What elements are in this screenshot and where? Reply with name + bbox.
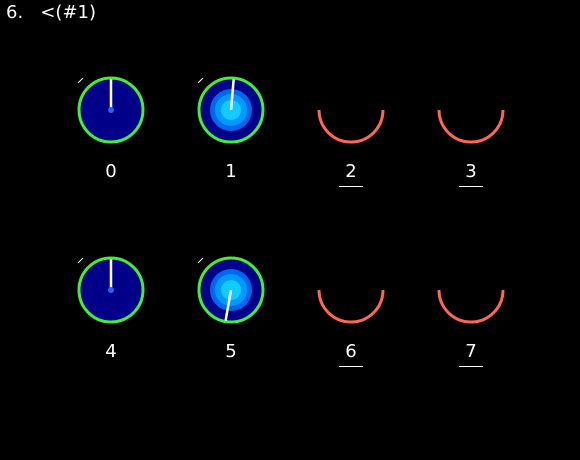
selection-underline: [339, 366, 363, 367]
slot-0[interactable]: 0: [51, 70, 171, 250]
slot-label: 5: [225, 341, 237, 362]
dial-gauge-glowing-icon: [197, 76, 265, 144]
cup-arc-icon: [437, 289, 505, 324]
tick-mark: [197, 257, 204, 264]
dial-gauge-glowing-icon: [197, 256, 265, 324]
slot-label: 7: [465, 341, 477, 362]
slot-label: 1: [225, 161, 237, 182]
slot-4[interactable]: 4: [51, 250, 171, 430]
slot-1[interactable]: 1: [171, 70, 291, 250]
slot-2[interactable]: 2: [291, 70, 411, 250]
slot-3[interactable]: 3: [411, 70, 531, 250]
slot-6[interactable]: 6: [291, 250, 411, 430]
cup-arc-icon: [437, 109, 505, 144]
tick-mark: [197, 77, 204, 84]
cup-arc: [317, 289, 385, 324]
slot-5[interactable]: 5: [171, 250, 291, 430]
page-title: 6. <(#1): [6, 2, 96, 23]
selection-underline: [459, 366, 483, 367]
dial-pointer: [224, 289, 233, 321]
dial-gauge-icon: [77, 256, 145, 324]
cup-arc: [317, 109, 385, 144]
slot-label: 0: [105, 161, 117, 182]
cup-arc: [437, 289, 505, 324]
cup-arc-icon: [317, 289, 385, 324]
selection-underline: [339, 186, 363, 187]
tick-mark: [77, 257, 84, 264]
selection-underline: [459, 186, 483, 187]
cup-arc: [437, 109, 505, 144]
dial-pointer: [229, 79, 235, 111]
dial-hub: [108, 107, 114, 113]
dial-hub: [108, 287, 114, 293]
slot-label: 6: [345, 341, 357, 362]
slot-label: 4: [105, 341, 117, 362]
slot-7[interactable]: 7: [411, 250, 531, 430]
dial-gauge-icon: [77, 76, 145, 144]
slot-label: 2: [345, 161, 357, 182]
slot-label: 3: [465, 161, 477, 182]
cup-arc-icon: [317, 109, 385, 144]
tick-mark: [77, 77, 84, 84]
